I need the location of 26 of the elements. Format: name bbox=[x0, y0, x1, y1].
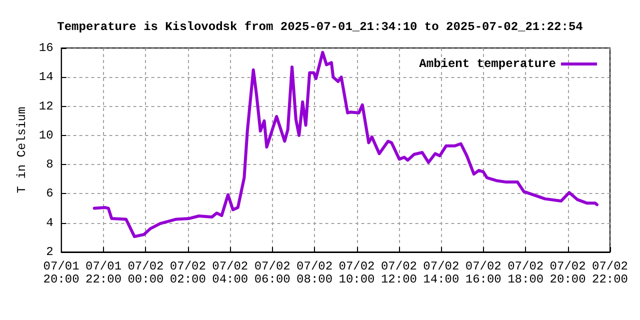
x-tick-label: 07/02 08:00 bbox=[296, 260, 333, 286]
y-tick-label: 2 bbox=[46, 245, 54, 259]
x-tick-label: 07/02 20:00 bbox=[550, 260, 586, 286]
line-series bbox=[92, 50, 598, 238]
x-tick-label: 07/02 04:00 bbox=[212, 260, 248, 286]
x-tick-label: 07/02 16:00 bbox=[465, 260, 502, 286]
x-tick-label: 07/02 18:00 bbox=[508, 260, 544, 286]
x-tick-label: 07/02 22:00 bbox=[592, 260, 628, 286]
y-tick-label: 6 bbox=[46, 186, 54, 201]
x-tick-label: 07/02 00:00 bbox=[128, 260, 164, 286]
y-axis-title: T in Celsium bbox=[15, 106, 29, 194]
x-tick-label: 07/01 20:00 bbox=[43, 260, 80, 286]
x-tick-label: 07/02 12:00 bbox=[380, 260, 417, 286]
y-tick-label: 4 bbox=[46, 216, 54, 230]
x-tick-label: 07/02 10:00 bbox=[338, 260, 375, 286]
y-tick-label: 12 bbox=[38, 99, 54, 114]
x-tick-label: 07/01 22:00 bbox=[86, 260, 122, 286]
y-tick-label: 14 bbox=[38, 70, 54, 84]
x-tick-label: 07/02 14:00 bbox=[423, 260, 460, 286]
x-tick-label: 07/02 06:00 bbox=[254, 260, 290, 286]
chart-title: Temperature is Kislovodsk from 2025-07-01_21:34:10 to 2025-07-02_21:22:54 bbox=[57, 20, 583, 34]
y-tick-label: 16 bbox=[38, 41, 54, 55]
x-tick-label: 07/02 02:00 bbox=[170, 260, 206, 286]
y-tick-label: 8 bbox=[46, 158, 54, 172]
y-tick-label: 10 bbox=[38, 128, 54, 142]
legend-label: Ambient temperature bbox=[419, 57, 556, 71]
